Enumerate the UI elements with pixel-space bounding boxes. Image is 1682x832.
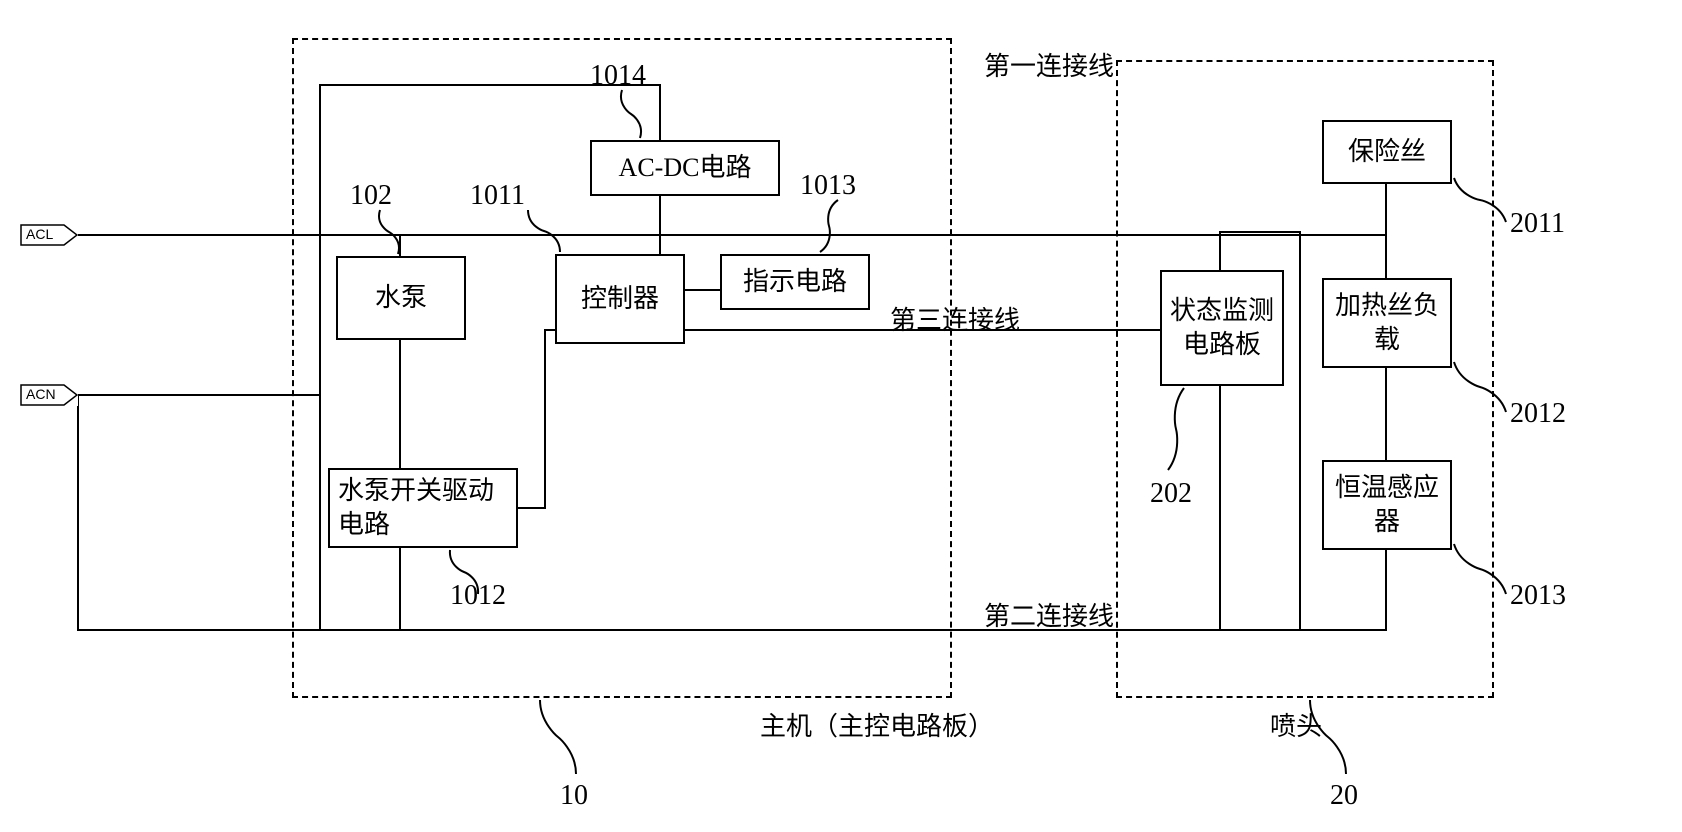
num-102: 102 <box>350 180 392 212</box>
pump-driver-block: 水泵开关驱动电路 <box>328 468 518 548</box>
acdc-block: AC-DC电路 <box>590 140 780 196</box>
acl-terminal-label: ACL <box>26 226 53 242</box>
heater-block-label: 加热丝负载 <box>1328 289 1446 357</box>
acn-terminal-label: ACN <box>26 386 56 402</box>
indicator-block: 指示电路 <box>720 254 870 310</box>
num-2013: 2013 <box>1510 580 1566 612</box>
pump-block: 水泵 <box>336 256 466 340</box>
acl-terminal: ACL <box>20 224 78 246</box>
thermo-block: 恒温感应器 <box>1322 460 1452 550</box>
nozzle-caption: 喷头 <box>1270 706 1322 743</box>
pump-driver-block-label: 水泵开关驱动电路 <box>338 474 512 542</box>
num-10: 10 <box>560 780 588 812</box>
controller-block: 控制器 <box>555 254 685 344</box>
heater-block: 加热丝负载 <box>1322 278 1452 368</box>
line2-label: 第二连接线 <box>984 596 1114 633</box>
num-1011: 1011 <box>470 180 525 212</box>
num-20: 20 <box>1330 780 1358 812</box>
fuse-block-label: 保险丝 <box>1348 135 1426 169</box>
num-1014: 1014 <box>590 60 646 92</box>
pump-block-label: 水泵 <box>375 281 427 315</box>
thermo-block-label: 恒温感应器 <box>1328 471 1446 539</box>
num-202: 202 <box>1150 478 1192 510</box>
acdc-block-label: AC-DC电路 <box>619 151 752 185</box>
fuse-block: 保险丝 <box>1322 120 1452 184</box>
host-group-box <box>292 38 952 698</box>
monitor-block-label: 状态监测电路板 <box>1166 294 1278 362</box>
host-caption: 主机（主控电路板） <box>760 706 994 743</box>
indicator-block-label: 指示电路 <box>743 265 847 299</box>
acn-terminal: ACN <box>20 384 78 406</box>
controller-block-label: 控制器 <box>581 282 659 316</box>
diagram-canvas: ACL ACN AC-DC电路 控制器 指示电路 水泵 水泵开关驱动电路 保险丝… <box>0 0 1682 832</box>
num-2011: 2011 <box>1510 208 1565 240</box>
num-2012: 2012 <box>1510 398 1566 430</box>
num-1013: 1013 <box>800 170 856 202</box>
monitor-block: 状态监测电路板 <box>1160 270 1284 386</box>
line3-label: 第三连接线 <box>890 300 1020 337</box>
num-1012: 1012 <box>450 580 506 612</box>
line1-label: 第一连接线 <box>984 46 1114 83</box>
